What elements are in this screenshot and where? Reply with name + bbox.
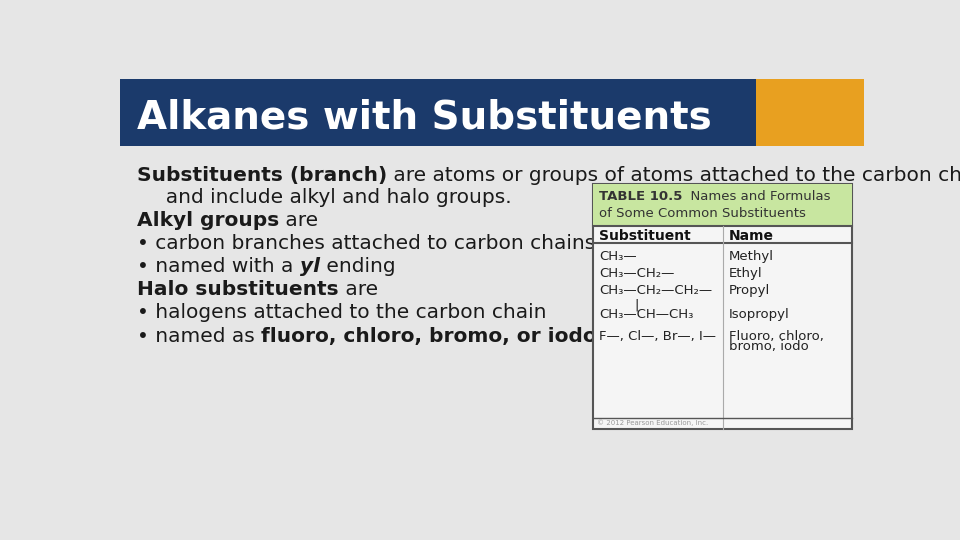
Text: are: are <box>279 211 319 230</box>
Text: • named with a: • named with a <box>137 257 300 276</box>
Text: Ethyl: Ethyl <box>730 267 763 280</box>
Text: yl: yl <box>300 257 320 276</box>
Text: Substituent: Substituent <box>599 229 690 243</box>
Text: of Some Common Substituents: of Some Common Substituents <box>599 207 805 220</box>
Text: • halogens attached to the carbon chain: • halogens attached to the carbon chain <box>137 303 546 322</box>
Text: F—, Cl—, Br—, I—: F—, Cl—, Br—, I— <box>599 330 716 343</box>
Text: Name: Name <box>730 229 774 243</box>
Text: • named as: • named as <box>137 327 261 346</box>
Text: bromo, iodo: bromo, iodo <box>730 340 809 354</box>
Text: Alkanes with Substituents: Alkanes with Substituents <box>137 98 711 136</box>
Text: and include alkyl and halo groups.: and include alkyl and halo groups. <box>153 188 511 207</box>
FancyBboxPatch shape <box>120 79 756 146</box>
Text: |: | <box>635 299 639 312</box>
Text: CH₃—: CH₃— <box>599 251 636 264</box>
Text: CH₃—CH—CH₃: CH₃—CH—CH₃ <box>599 308 693 321</box>
Text: CH₃—CH₂—: CH₃—CH₂— <box>599 267 674 280</box>
Text: are: are <box>339 280 378 299</box>
Text: Substituents (branch): Substituents (branch) <box>137 166 387 185</box>
Text: Substituents (branch): Substituents (branch) <box>137 166 387 185</box>
Text: © 2012 Pearson Education, Inc.: © 2012 Pearson Education, Inc. <box>596 420 708 427</box>
Text: are atoms or groups of atoms attached to the carbon chain: are atoms or groups of atoms attached to… <box>387 166 960 185</box>
Text: Propyl: Propyl <box>730 284 770 297</box>
Text: Alkyl groups: Alkyl groups <box>137 211 279 230</box>
Text: fluoro, chloro, bromo, or iodo: fluoro, chloro, bromo, or iodo <box>261 327 597 346</box>
FancyBboxPatch shape <box>756 79 864 146</box>
Text: • named with a: • named with a <box>137 257 300 276</box>
Text: Halo substituents: Halo substituents <box>137 280 339 299</box>
FancyBboxPatch shape <box>592 184 852 429</box>
Text: • carbon branches attached to carbon chains: • carbon branches attached to carbon cha… <box>137 234 595 253</box>
Text: TABLE 10.5: TABLE 10.5 <box>599 190 683 203</box>
Text: Isopropyl: Isopropyl <box>730 308 790 321</box>
Text: Alkyl groups: Alkyl groups <box>137 211 279 230</box>
Text: TABLE 10.5: TABLE 10.5 <box>599 190 683 203</box>
Text: ending: ending <box>320 257 396 276</box>
Text: Fluoro, chloro,: Fluoro, chloro, <box>730 330 824 343</box>
Text: yl: yl <box>300 257 320 276</box>
Text: • named as: • named as <box>137 327 261 346</box>
FancyBboxPatch shape <box>592 184 852 226</box>
Text: Methyl: Methyl <box>730 251 774 264</box>
Text: Halo substituents: Halo substituents <box>137 280 339 299</box>
Text: Names and Formulas: Names and Formulas <box>683 190 830 203</box>
Text: CH₃—CH₂—CH₂—: CH₃—CH₂—CH₂— <box>599 284 712 297</box>
